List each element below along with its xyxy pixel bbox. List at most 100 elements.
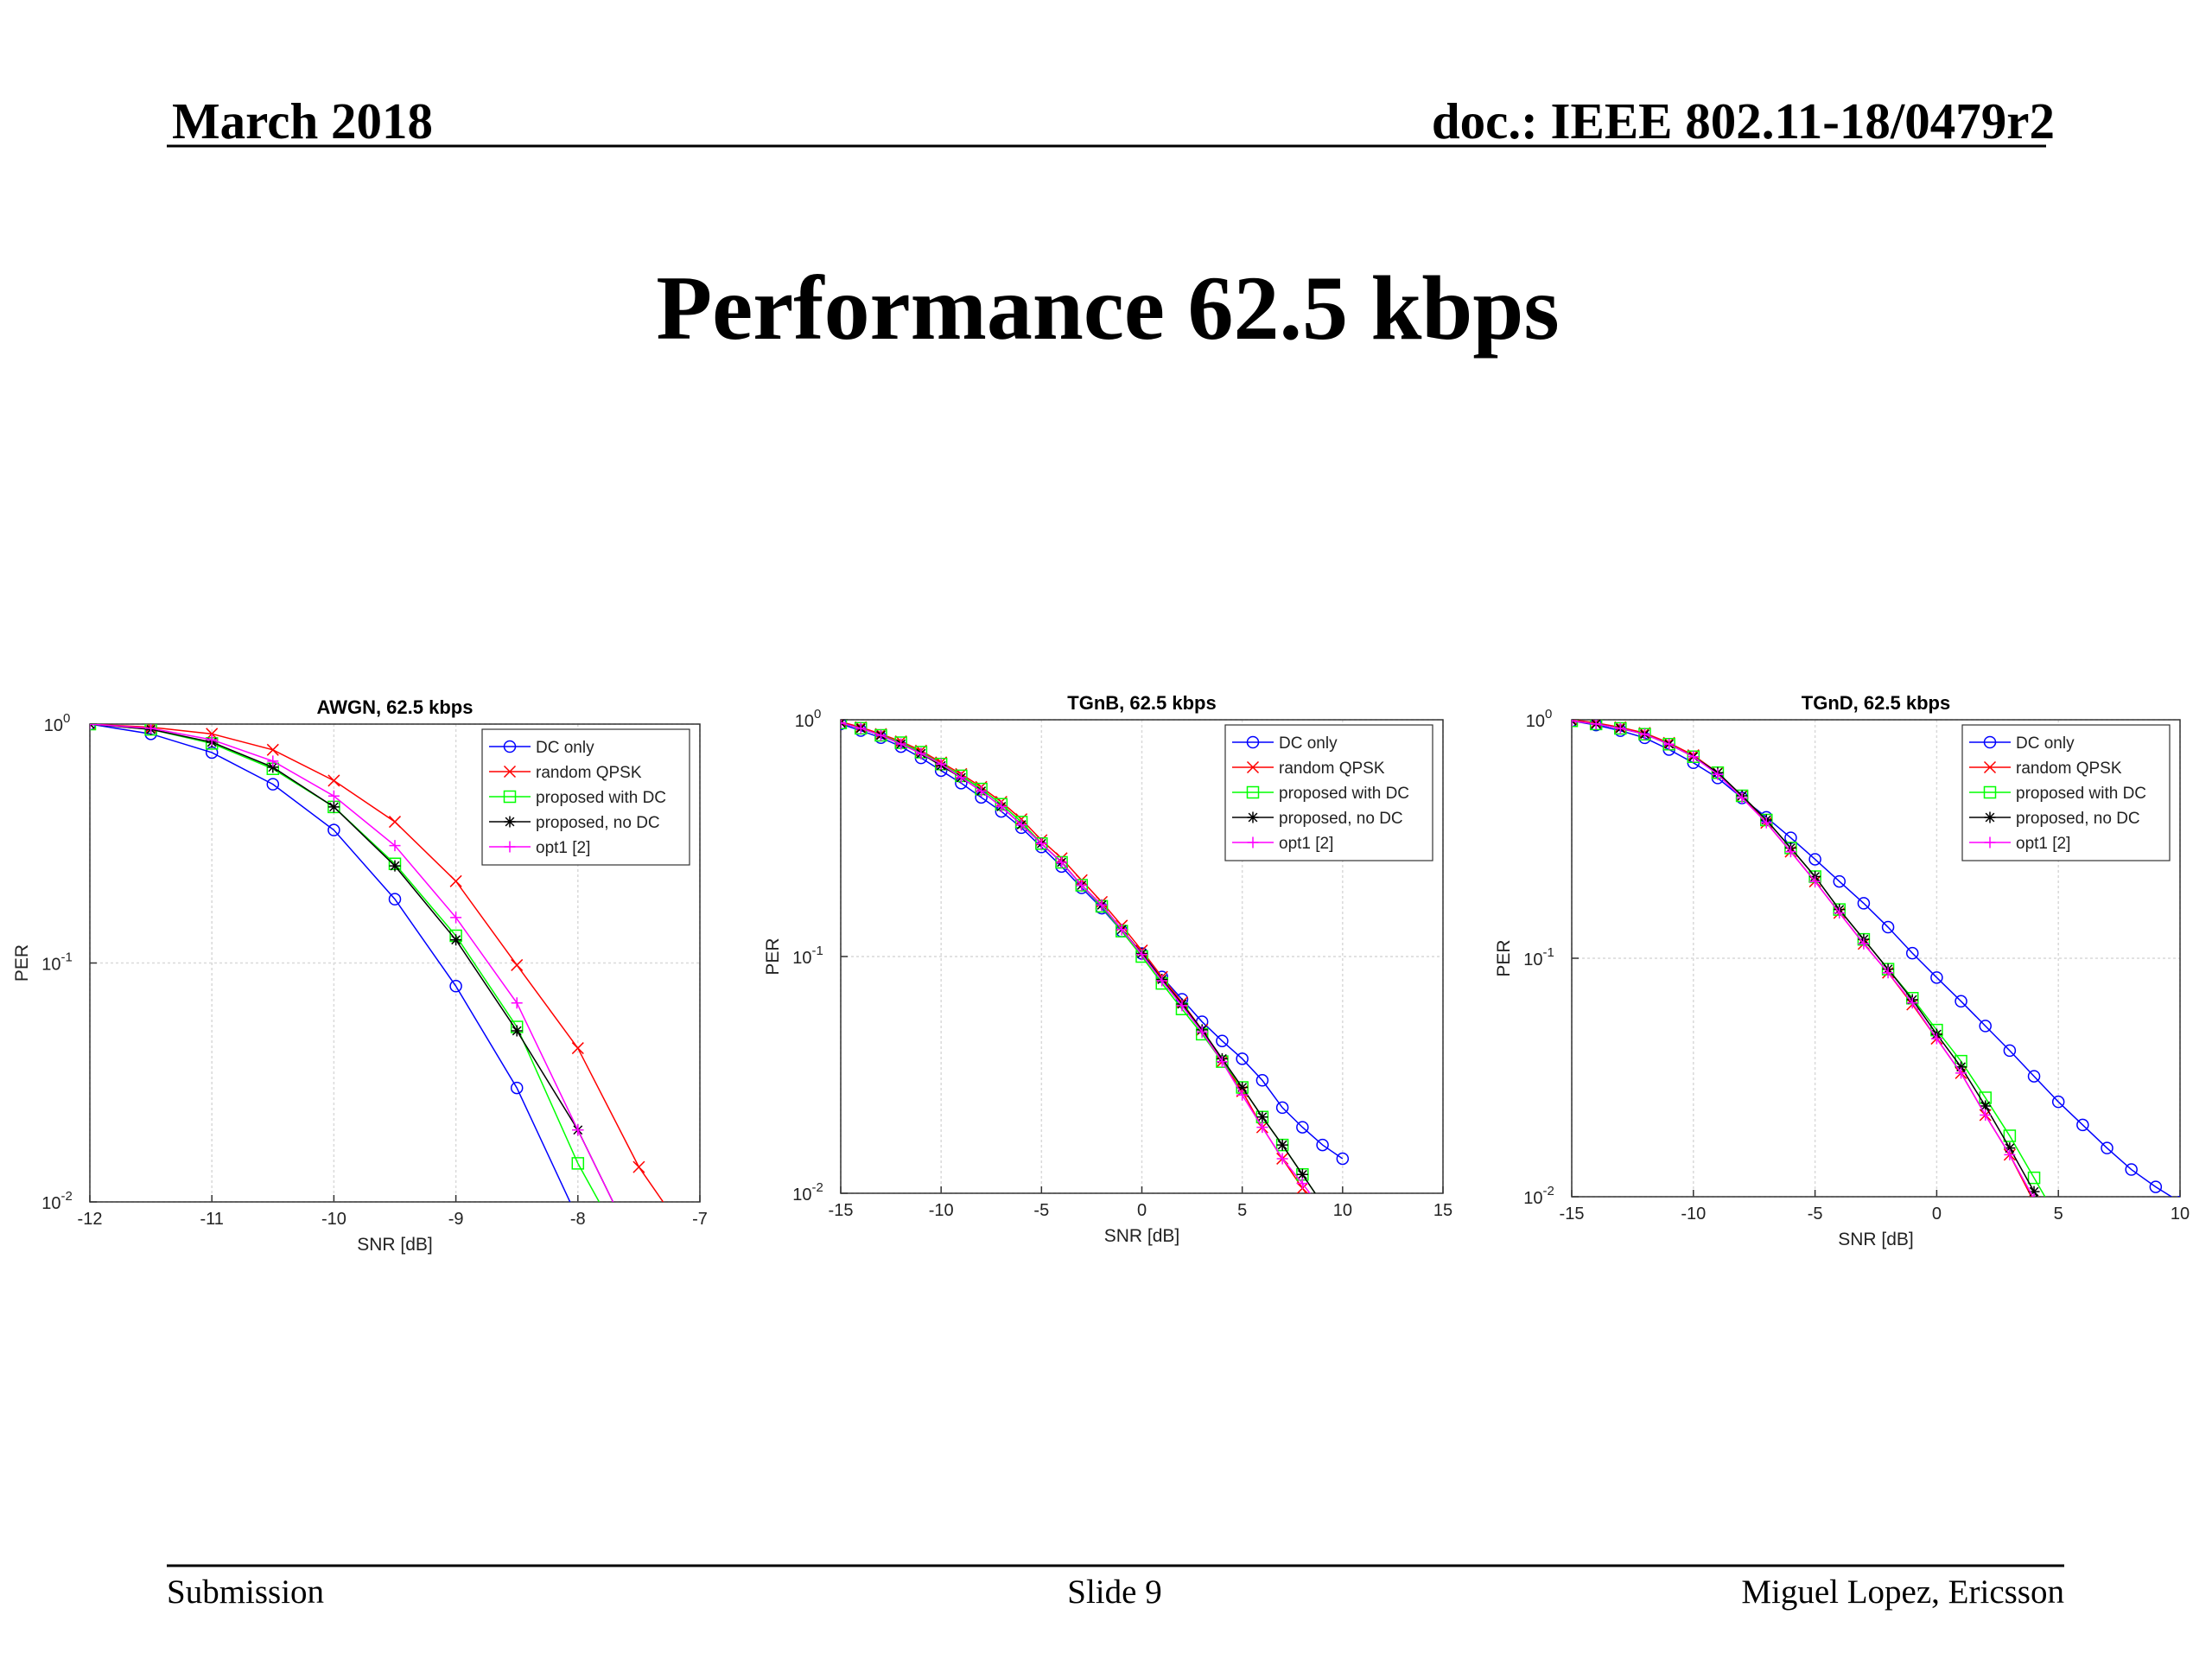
data-marker bbox=[975, 791, 988, 804]
series-line bbox=[841, 723, 1344, 1160]
chart: -15 -10 -5 0 5 10 15 100 10-1 10-2 TGnB, 62.5 kbps… bbox=[763, 692, 1452, 1246]
y-tick-label: 10-2 bbox=[792, 1180, 823, 1205]
data-marker bbox=[855, 722, 867, 734]
data-marker bbox=[1256, 1122, 1268, 1134]
plot-lines bbox=[841, 720, 1350, 1193]
data-marker bbox=[145, 724, 157, 734]
legend-label: proposed, no DC bbox=[536, 814, 660, 832]
data-marker bbox=[572, 1124, 584, 1136]
data-marker bbox=[632, 1160, 645, 1173]
x-tick-label: -12 bbox=[78, 1210, 103, 1229]
data-marker bbox=[1663, 738, 1675, 750]
legend-marker bbox=[1247, 836, 1259, 849]
y-tick-label: 10-1 bbox=[41, 950, 73, 975]
data-marker bbox=[841, 720, 847, 729]
data-marker bbox=[1930, 971, 1943, 984]
x-tick-label: -10 bbox=[1681, 1205, 1706, 1224]
data-marker bbox=[205, 746, 219, 760]
plot-frame bbox=[89, 723, 701, 1203]
data-marker bbox=[976, 785, 988, 797]
data-marker bbox=[1906, 997, 1918, 1009]
data-marker bbox=[1881, 963, 1895, 976]
data-marker bbox=[511, 958, 524, 971]
legend-marker bbox=[1984, 811, 1996, 823]
data-marker bbox=[2125, 1163, 2138, 1176]
data-marker bbox=[2028, 1185, 2040, 1197]
chart-title: TGnD, 62.5 kbps bbox=[1802, 692, 1950, 714]
x-axis-label: SNR [dB] bbox=[357, 1235, 433, 1255]
data-marker bbox=[327, 823, 340, 836]
data-marker bbox=[2027, 1171, 2041, 1185]
x-tick-label: -7 bbox=[692, 1210, 708, 1229]
data-marker bbox=[449, 980, 462, 993]
legend-label: random QPSK bbox=[1279, 760, 1385, 778]
data-marker bbox=[1881, 920, 1895, 934]
data-marker bbox=[874, 728, 887, 742]
legend-marker bbox=[1984, 836, 1996, 849]
data-marker bbox=[510, 1081, 524, 1095]
data-marker bbox=[1096, 899, 1108, 911]
data-marker bbox=[1236, 1081, 1249, 1094]
legend-marker bbox=[1246, 785, 1260, 799]
plot-lines bbox=[90, 724, 664, 1202]
legend-marker bbox=[503, 740, 517, 753]
y-axis-label: PER bbox=[1494, 939, 1514, 976]
legend-marker bbox=[1246, 735, 1260, 749]
data-marker bbox=[450, 934, 462, 946]
data-marker bbox=[1905, 946, 1919, 960]
data-marker bbox=[511, 997, 523, 1009]
legend-marker bbox=[1246, 760, 1260, 774]
header-date: March 2018 bbox=[172, 92, 433, 149]
x-tick-label: -8 bbox=[570, 1210, 586, 1229]
data-marker bbox=[571, 1157, 585, 1170]
data-marker bbox=[1056, 856, 1068, 868]
y-tick-label: 10-1 bbox=[1523, 945, 1554, 969]
data-marker bbox=[1014, 816, 1028, 829]
data-marker bbox=[266, 762, 280, 775]
x-tick-label: -9 bbox=[448, 1210, 464, 1229]
data-marker bbox=[389, 860, 401, 872]
x-tick-label: -5 bbox=[1808, 1205, 1823, 1224]
data-marker bbox=[1760, 817, 1772, 829]
data-marker bbox=[1857, 932, 1871, 946]
data-marker bbox=[1156, 975, 1168, 987]
y-tick-label: 10-2 bbox=[41, 1189, 73, 1213]
data-marker bbox=[1979, 1020, 1992, 1033]
y-axis-label: PER bbox=[763, 938, 783, 975]
data-marker bbox=[841, 720, 848, 728]
x-tick-label: 10 bbox=[1333, 1201, 1352, 1220]
x-tick-label: 0 bbox=[1932, 1205, 1942, 1224]
data-marker bbox=[841, 720, 848, 729]
data-marker bbox=[1572, 720, 1578, 727]
legend-marker bbox=[503, 765, 517, 779]
data-marker bbox=[1784, 846, 1796, 858]
data-marker bbox=[1979, 1091, 1992, 1104]
x-tick-label: -10 bbox=[929, 1201, 954, 1220]
legend-label: DC only bbox=[2016, 734, 2075, 753]
data-marker bbox=[1275, 1138, 1289, 1152]
y-tick-label: 10-1 bbox=[792, 944, 823, 968]
data-marker bbox=[895, 738, 907, 750]
data-marker bbox=[2076, 1118, 2089, 1132]
data-marker bbox=[449, 929, 462, 943]
data-marker bbox=[1236, 1089, 1249, 1101]
data-marker bbox=[388, 893, 402, 906]
data-marker bbox=[510, 1020, 524, 1033]
data-marker bbox=[1882, 967, 1894, 979]
data-marker bbox=[327, 790, 340, 802]
data-marker bbox=[1116, 924, 1128, 936]
data-marker bbox=[389, 840, 401, 852]
data-marker bbox=[1176, 1000, 1188, 1012]
legend-label: proposed, no DC bbox=[2016, 810, 2140, 828]
chart: -12 -11 -10 -9 -8 -7 100 10-1 10-2 AWGN, 62.5 kbp… bbox=[12, 696, 708, 1255]
x-axis-label: SNR [dB] bbox=[1838, 1230, 1914, 1249]
data-marker bbox=[1614, 721, 1627, 735]
legend-label: random QPSK bbox=[2016, 760, 2122, 778]
data-marker bbox=[1316, 1138, 1329, 1152]
legend-label: opt1 [2] bbox=[536, 839, 590, 857]
data-marker bbox=[2149, 1180, 2163, 1193]
data-marker bbox=[1687, 750, 1700, 764]
data-marker bbox=[1955, 1061, 1967, 1073]
legend-label: proposed with DC bbox=[536, 789, 666, 807]
